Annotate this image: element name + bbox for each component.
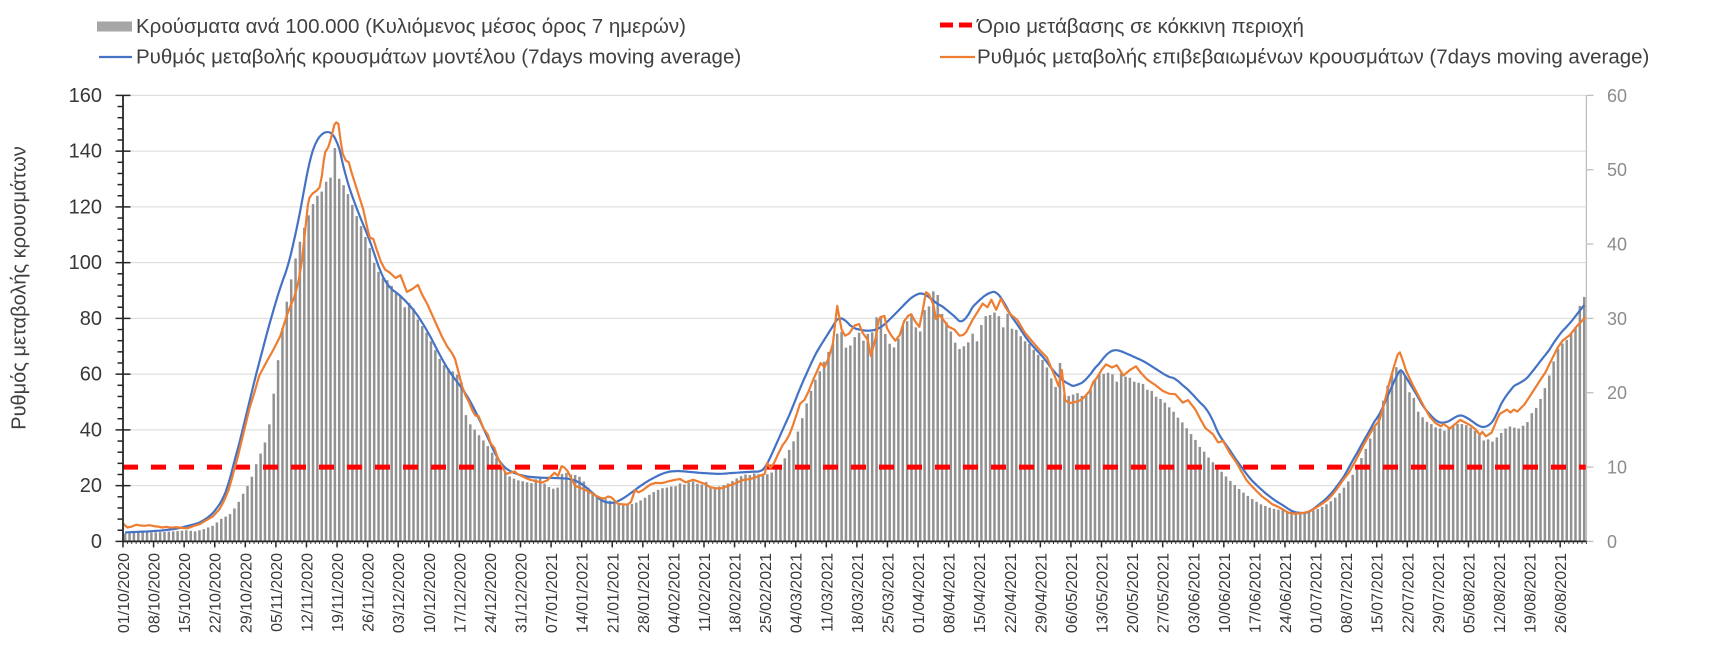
svg-text:08/10/2020: 08/10/2020 (147, 553, 164, 633)
svg-text:08/07/2021: 08/07/2021 (1339, 553, 1356, 633)
svg-text:30: 30 (1607, 309, 1627, 329)
svg-text:01/07/2021: 01/07/2021 (1309, 553, 1326, 633)
svg-text:60: 60 (1607, 86, 1627, 106)
svg-text:18/02/2021: 18/02/2021 (728, 553, 745, 633)
svg-text:28/01/2021: 28/01/2021 (636, 553, 653, 633)
svg-text:12/08/2021: 12/08/2021 (1492, 553, 1509, 633)
svg-text:26/08/2021: 26/08/2021 (1553, 553, 1570, 633)
svg-text:01/04/2021: 01/04/2021 (911, 553, 928, 633)
svg-text:Ρυθμός μεταβολής κρουσμάτων: Ρυθμός μεταβολής κρουσμάτων (9, 146, 31, 430)
svg-text:10: 10 (1607, 458, 1627, 478)
svg-text:15/10/2020: 15/10/2020 (177, 553, 194, 633)
svg-text:Ρυθμός μεταβολής κρουσμάτων μο: Ρυθμός μεταβολής κρουσμάτων μοντέλου (7d… (136, 46, 741, 69)
svg-text:08/04/2021: 08/04/2021 (942, 553, 959, 633)
svg-text:25/03/2021: 25/03/2021 (880, 553, 897, 633)
svg-text:20/05/2021: 20/05/2021 (1125, 553, 1142, 633)
svg-text:11/03/2021: 11/03/2021 (819, 553, 836, 632)
svg-text:20: 20 (80, 475, 102, 497)
svg-text:05/08/2021: 05/08/2021 (1461, 553, 1478, 633)
svg-text:03/12/2020: 03/12/2020 (391, 553, 408, 633)
svg-text:22/10/2020: 22/10/2020 (208, 553, 225, 633)
svg-text:13/05/2021: 13/05/2021 (1095, 553, 1112, 633)
svg-text:24/06/2021: 24/06/2021 (1278, 553, 1295, 633)
svg-text:29/07/2021: 29/07/2021 (1431, 553, 1448, 633)
svg-text:21/01/2021: 21/01/2021 (605, 553, 622, 633)
svg-text:Κρούσματα ανά 100.000 (Κυλιόμε: Κρούσματα ανά 100.000 (Κυλιόμενος μέσος … (136, 15, 686, 38)
svg-text:120: 120 (69, 196, 102, 218)
svg-text:Όριο μετάβασης σε κόκκινη περι: Όριο μετάβασης σε κόκκινη περιοχή (976, 15, 1304, 38)
svg-text:04/03/2021: 04/03/2021 (789, 553, 806, 633)
svg-text:22/07/2021: 22/07/2021 (1400, 553, 1417, 633)
svg-text:80: 80 (80, 308, 102, 330)
svg-text:0: 0 (1607, 532, 1617, 552)
svg-text:01/10/2020: 01/10/2020 (116, 553, 133, 633)
svg-text:04/02/2021: 04/02/2021 (666, 553, 683, 633)
svg-text:05/11/2020: 05/11/2020 (269, 553, 286, 632)
svg-text:15/07/2021: 15/07/2021 (1370, 553, 1387, 633)
svg-text:Ρυθμός μεταβολής επιβεβαιωμένω: Ρυθμός μεταβολής επιβεβαιωμένων κρουσμάτ… (977, 46, 1649, 69)
svg-text:19/11/2020: 19/11/2020 (330, 553, 347, 632)
svg-text:27/05/2021: 27/05/2021 (1156, 553, 1173, 633)
svg-text:31/12/2020: 31/12/2020 (514, 553, 531, 633)
svg-text:19/08/2021: 19/08/2021 (1523, 553, 1540, 633)
svg-text:10/06/2021: 10/06/2021 (1217, 553, 1234, 633)
svg-text:18/03/2021: 18/03/2021 (850, 553, 867, 633)
svg-text:0: 0 (91, 531, 102, 553)
svg-text:07/01/2021: 07/01/2021 (544, 553, 561, 633)
svg-text:20: 20 (1607, 383, 1627, 403)
svg-text:60: 60 (80, 364, 102, 386)
svg-text:17/12/2020: 17/12/2020 (452, 553, 469, 633)
svg-text:40: 40 (80, 419, 102, 441)
svg-text:29/04/2021: 29/04/2021 (1033, 553, 1050, 633)
svg-text:29/10/2020: 29/10/2020 (238, 553, 255, 633)
svg-text:06/05/2021: 06/05/2021 (1064, 553, 1081, 633)
svg-text:22/04/2021: 22/04/2021 (1003, 553, 1020, 633)
svg-text:14/01/2021: 14/01/2021 (575, 553, 592, 633)
svg-text:12/11/2020: 12/11/2020 (299, 553, 316, 632)
svg-text:100: 100 (69, 252, 102, 274)
svg-text:25/02/2021: 25/02/2021 (758, 553, 775, 633)
svg-text:10/12/2020: 10/12/2020 (422, 553, 439, 633)
svg-text:15/04/2021: 15/04/2021 (972, 553, 989, 633)
svg-text:11/02/2021: 11/02/2021 (697, 553, 714, 632)
svg-text:26/11/2020: 26/11/2020 (361, 553, 378, 632)
svg-text:03/06/2021: 03/06/2021 (1186, 553, 1203, 633)
svg-text:50: 50 (1607, 160, 1627, 180)
svg-text:160: 160 (69, 85, 102, 107)
svg-text:140: 140 (69, 141, 102, 163)
svg-text:17/06/2021: 17/06/2021 (1247, 553, 1264, 633)
svg-text:24/12/2020: 24/12/2020 (483, 553, 500, 633)
svg-text:40: 40 (1607, 235, 1627, 255)
